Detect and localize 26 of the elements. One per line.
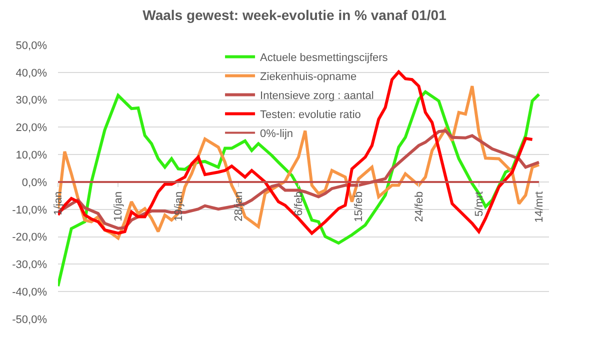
y-tick-label: -10,0% <box>12 204 48 216</box>
y-tick-label: 0,0% <box>22 176 48 189</box>
y-tick-label: -20,0% <box>12 232 48 244</box>
x-tick-label: 14/mrt <box>534 191 546 223</box>
x-tick-label: 19/jan <box>172 191 185 222</box>
x-tick-label: 6/feb <box>293 191 306 216</box>
legend-label: Intensieve zorg : aantal <box>260 90 374 102</box>
chart-title: Waals gewest: week-evolutie in % vanaf 01/01 <box>142 6 447 23</box>
x-tick-label: 24/feb <box>413 191 426 222</box>
legend-label: Testen: evolutie ratio <box>260 109 361 122</box>
x-tick-label: 28/jan <box>232 191 245 222</box>
y-tick-label: -30,0% <box>12 259 48 272</box>
y-tick-label: 40,0% <box>16 67 48 80</box>
y-tick-label: 10,0% <box>16 149 48 162</box>
y-tick-label: -50,0% <box>12 314 48 326</box>
x-tick-label: 15/feb <box>353 191 366 222</box>
y-tick-label: 50,0% <box>16 40 48 52</box>
y-tick-label: 30,0% <box>16 94 48 107</box>
x-tick-label: 1/jan <box>52 191 65 216</box>
x-tick-label: 10/jan <box>112 191 125 222</box>
x-tick-label: 5/mrt <box>473 191 486 216</box>
y-tick-label: 20,0% <box>16 122 48 134</box>
legend-label: 0%-lijn <box>260 128 294 140</box>
legend-label: Ziekenhuis-opname <box>260 71 357 84</box>
y-tick-label: -40,0% <box>12 286 48 298</box>
legend-label: Actuele besmettingscijfers <box>260 52 388 64</box>
